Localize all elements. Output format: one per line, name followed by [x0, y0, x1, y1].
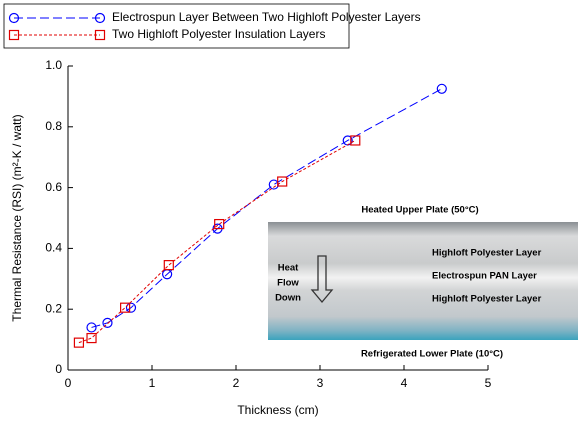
marker	[163, 260, 174, 271]
series-line	[78, 140, 356, 344]
x-tick-label: 4	[401, 376, 408, 390]
y-tick-label: 0.6	[45, 180, 62, 194]
marker	[86, 332, 97, 344]
inset-bottom-label: Refrigerated Lower Plate (10°C)	[361, 349, 503, 360]
marker	[86, 322, 97, 333]
marker	[436, 83, 447, 94]
inset-top-label: Heated Upper Plate (50°C)	[361, 205, 478, 216]
legend-box	[3, 3, 350, 49]
legend-label: Electrospun Layer Between Two Highloft P…	[112, 10, 421, 24]
legend-label: Two Highloft Polyester Insulation Layers	[112, 27, 325, 41]
inset-layer-label: Highloft Polyester Layer	[432, 294, 542, 305]
marker	[214, 218, 225, 230]
legend-marker	[94, 29, 106, 41]
marker	[125, 302, 137, 313]
inset-arrow-label: Heat	[278, 263, 299, 274]
y-tick-label: 0.8	[45, 119, 62, 133]
x-tick-label: 2	[233, 376, 240, 390]
y-axis-title: Thermal Resistance (RSI) (m²-K / watt)	[10, 114, 24, 321]
x-tick-label: 1	[149, 376, 156, 390]
x-tick-label: 0	[65, 376, 72, 390]
legend-marker	[8, 12, 20, 24]
y-tick-label: 1.0	[45, 58, 62, 72]
inset-layer-label: Highloft Polyester Layer	[432, 248, 542, 259]
inset-image	[268, 222, 578, 340]
inset-arrow-label: Down	[275, 293, 301, 304]
y-tick-label: 0.4	[45, 241, 62, 255]
inset-layer-label: Electrospun PAN Layer	[432, 271, 537, 282]
legend-marker	[94, 12, 106, 24]
x-tick-label: 5	[485, 376, 492, 390]
inset-photo	[268, 200, 578, 372]
legend-marker	[8, 29, 20, 41]
marker	[73, 337, 85, 348]
x-axis-title: Thickness (cm)	[237, 403, 318, 417]
inset-arrow-label: Flow	[277, 278, 299, 289]
heat-arrow	[310, 255, 334, 304]
y-tick-label: 0	[55, 362, 62, 376]
x-tick-label: 3	[317, 376, 324, 390]
marker	[120, 302, 131, 313]
marker	[102, 317, 113, 328]
marker	[350, 135, 361, 146]
y-tick-label: 0.2	[45, 301, 62, 315]
marker	[277, 176, 288, 187]
